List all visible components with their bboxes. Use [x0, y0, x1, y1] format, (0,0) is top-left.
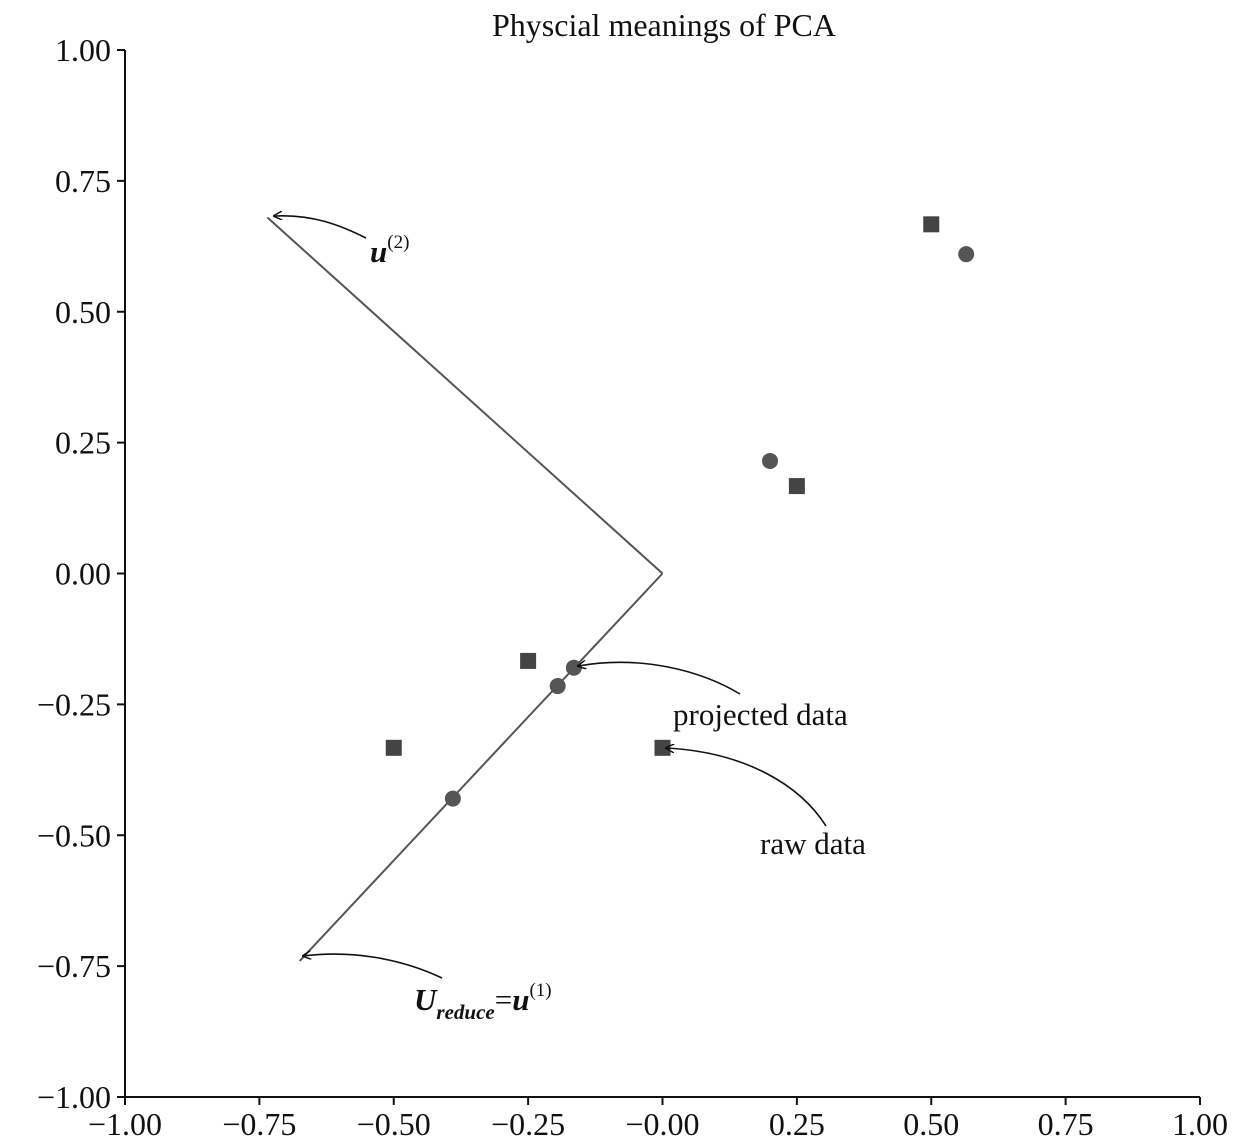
annotation-ureduce-eq: = — [495, 982, 512, 1017]
y-tick-label: −0.25 — [37, 686, 111, 722]
svg-text:Ureduce=u(1): Ureduce=u(1) — [414, 980, 552, 1024]
projected-data-point — [958, 246, 975, 263]
annotation-ureduce-base2: u — [512, 982, 529, 1017]
annotation-u2-arrow — [274, 216, 367, 239]
chart-title: Physcial meanings of PCA — [492, 7, 836, 43]
annotation-projected-arrow — [578, 662, 741, 695]
x-tick-label: −1.00 — [88, 1106, 162, 1142]
x-tick-label: −0.50 — [357, 1106, 431, 1142]
projected-data-point — [444, 790, 461, 807]
annotation-ureduce-sub: reduce — [436, 1000, 494, 1024]
y-tick-label: −1.00 — [37, 1079, 111, 1115]
y-tick-label: 0.25 — [55, 425, 111, 461]
x-tick-label: −0.00 — [625, 1106, 699, 1142]
annotation-u2-base: u — [370, 234, 387, 269]
projected-data-point — [549, 678, 566, 695]
x-tick-label: 0.75 — [1038, 1106, 1094, 1142]
annotation-ureduce-arrow — [303, 954, 443, 979]
y-tick-label: 1.00 — [55, 32, 111, 68]
x-tick-label: 0.25 — [769, 1106, 825, 1142]
vector-u2 — [266, 216, 664, 575]
raw-data-point — [385, 739, 402, 756]
annotation-projected-label: projected data — [673, 697, 848, 732]
x-axis-ticks: −1.00 −0.75 −0.50 −0.25 −0.00 0.25 0.50 0.75 1.0… — [88, 1097, 1228, 1142]
annotation-u2: u(2) — [274, 216, 409, 269]
raw-data-point — [788, 478, 805, 495]
y-tick-label: −0.75 — [37, 948, 111, 984]
raw-data-point — [923, 216, 940, 233]
y-tick-label: −0.50 — [37, 817, 111, 853]
y-tick-label: 0.50 — [55, 294, 111, 330]
y-axis-ticks: 1.00 0.75 0.50 0.25 0.00 −0.25 −0.50 −0.75 −1.00 — [37, 32, 125, 1115]
annotation-raw: raw data — [666, 748, 866, 861]
annotation-u2-sup: (2) — [387, 232, 409, 253]
vector-u1 — [298, 572, 664, 962]
annotation-raw-arrow — [666, 748, 827, 827]
raw-data-point — [520, 652, 537, 669]
projected-data-point — [762, 452, 778, 469]
y-tick-label: 0.00 — [55, 556, 111, 592]
annotation-projected: projected data — [578, 662, 848, 732]
svg-text:u(2): u(2) — [370, 232, 409, 269]
annotation-ureduce-base: U — [414, 982, 438, 1017]
annotation-ureduce-sup: (1) — [529, 980, 551, 1001]
x-tick-label: 0.50 — [903, 1106, 959, 1142]
x-tick-label: −0.75 — [222, 1106, 296, 1142]
projected-data-point — [565, 659, 582, 676]
x-tick-label: 1.00 — [1172, 1106, 1228, 1142]
principal-vectors — [266, 216, 664, 962]
annotation-raw-label: raw data — [760, 826, 866, 861]
x-tick-label: −0.25 — [491, 1106, 565, 1142]
annotation-ureduce: Ureduce=u(1) — [303, 954, 552, 1024]
y-tick-label: 0.75 — [55, 163, 111, 199]
